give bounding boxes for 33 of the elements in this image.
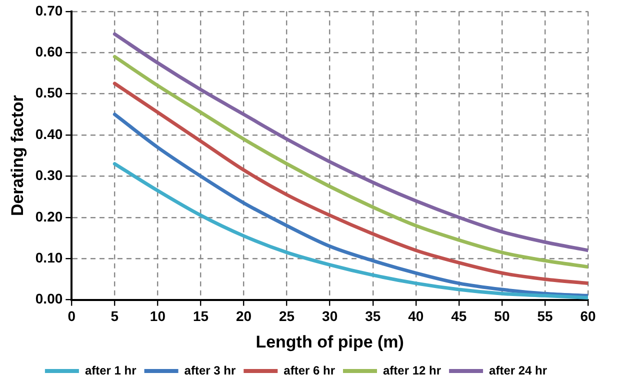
y-tick-label: 0.70	[35, 2, 63, 18]
x-tick-label: 25	[279, 308, 295, 324]
x-tick-label: 45	[451, 308, 467, 324]
x-axis-title: Length of pipe (m)	[256, 332, 404, 352]
x-tick-label: 60	[580, 308, 596, 324]
y-axis-title: Derating factor	[8, 94, 27, 216]
line-series	[112, 112, 588, 298]
line-series	[112, 54, 588, 269]
x-tick-label: 50	[494, 308, 510, 324]
legend-label: after 3 hr	[184, 363, 236, 378]
x-tick-label: 30	[322, 308, 338, 324]
y-tick-label: 0.10	[35, 249, 63, 266]
x-tick-label: 40	[408, 308, 424, 324]
legend-label: after 1 hr	[84, 363, 137, 378]
x-tick-label: 5	[110, 308, 119, 324]
line-series	[112, 162, 588, 300]
y-tick-label: 0.40	[35, 126, 63, 142]
y-tick-label: 0.00	[35, 290, 63, 307]
x-tick-label: 15	[192, 308, 209, 324]
legend-label: after 6 hr	[284, 363, 336, 378]
line-series	[112, 32, 588, 252]
x-tick-label: 55	[537, 308, 553, 324]
y-tick-label: 0.20	[35, 208, 63, 224]
legend-label: after 12 hr	[383, 363, 442, 378]
line-series	[112, 82, 588, 286]
y-tick-label: 0.50	[35, 84, 63, 101]
y-tick-label: 0.60	[35, 43, 63, 60]
y-tick-label: 0.30	[35, 167, 63, 184]
x-tick-label: 10	[150, 308, 166, 324]
legend-label: after 24 hr	[489, 363, 548, 378]
x-tick-label: 0	[68, 308, 76, 324]
x-tick-label: 35	[365, 308, 381, 324]
x-tick-label: 20	[236, 308, 252, 324]
